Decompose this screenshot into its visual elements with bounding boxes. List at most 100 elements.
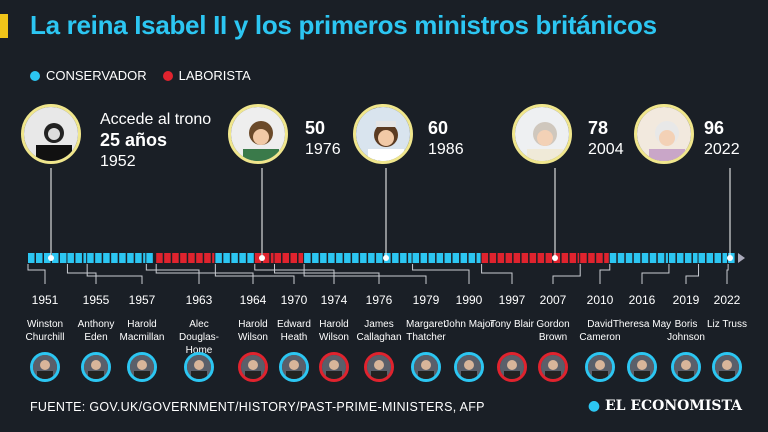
timeline-segment (312, 253, 319, 263)
pm-name: Harold Wilson (237, 319, 268, 343)
timeline-segment (420, 253, 428, 263)
pm-year: 1974 (320, 293, 348, 307)
pm-year: 2007 (539, 293, 567, 307)
timeline-segment (684, 253, 692, 263)
timeline-segment (223, 253, 230, 263)
timeline-segment (172, 253, 179, 263)
timeline-segment (641, 253, 649, 263)
pm-year: 2010 (586, 293, 614, 307)
timeline-segment (714, 253, 722, 263)
pm-name: Harold Wilson (318, 319, 349, 343)
timeline-segment (497, 253, 505, 263)
pm-year: 1964 (239, 293, 267, 307)
pm-name: Alec Douglas-Home (178, 319, 220, 356)
timeline-segment (103, 253, 110, 263)
pm-year: 1976 (365, 293, 393, 307)
pm-connector (412, 264, 470, 284)
timeline-segment (28, 253, 35, 263)
queen-portrait-1952 (21, 104, 81, 164)
publisher-mark-icon: ● (587, 398, 601, 414)
milestone-year: 2022 (704, 141, 740, 158)
timeline-segment (262, 253, 270, 263)
pm-connector (155, 264, 254, 284)
timeline-segment (52, 253, 59, 263)
timeline-segment (505, 253, 513, 263)
timeline-segment (83, 253, 87, 263)
milestone-1952: Accede al trono 25 años 1952 (100, 110, 211, 172)
accent-bar (0, 14, 8, 38)
milestone-caption: Accede al trono (100, 111, 212, 128)
timeline-segment (668, 253, 676, 263)
pm-portrait-icon (585, 352, 615, 382)
pm-name: Boris Johnson (667, 319, 705, 343)
pm-year: 1963 (185, 293, 213, 307)
timeline-segment (545, 253, 553, 263)
pm-name: Anthony Eden (77, 319, 115, 343)
timeline-segment (320, 253, 327, 263)
milestone-year: 1986 (428, 141, 464, 158)
timeline-segment (67, 253, 74, 263)
timeline-segment (604, 253, 609, 263)
timeline-segment (513, 253, 521, 263)
timeline-segment (328, 253, 335, 263)
timeline-segment (657, 253, 665, 263)
milestone-dot (727, 255, 733, 261)
milestone-2022: 96 2022 (704, 118, 740, 160)
pm-year: 2019 (672, 293, 700, 307)
milestone-year: 1952 (100, 153, 136, 170)
pm-portrait-icon (127, 352, 157, 382)
pm-connector (145, 264, 200, 284)
timeline-segment (376, 253, 383, 263)
pm-portrait-icon (454, 352, 484, 382)
milestone-2004: 78 2004 (588, 118, 624, 160)
timeline-segment (75, 253, 82, 263)
timeline-segment (290, 253, 298, 263)
pm-year: 2016 (628, 293, 656, 307)
timeline-segment (95, 253, 102, 263)
timeline-segment (649, 253, 657, 263)
queen-portrait-1976 (228, 104, 288, 164)
milestone-dot (552, 255, 558, 261)
timeline-segment (119, 253, 126, 263)
pm-name: Edward Heath (277, 319, 311, 343)
pm-portrait-icon (497, 352, 527, 382)
page-title: La reina Isabel II y los primeros minist… (30, 10, 657, 40)
legend-conservative: CONSERVADOR (46, 68, 147, 83)
pm-name: Margaret Thatcher (405, 319, 446, 343)
queen-portrait-2022 (634, 104, 694, 164)
pm-name: James Callaghan (356, 319, 402, 343)
pm-year: 1970 (280, 293, 308, 307)
timeline-segment (444, 253, 452, 263)
queen-portrait-2004 (512, 104, 572, 164)
milestone-age: 78 (588, 118, 609, 138)
timeline-segment (111, 253, 118, 263)
timeline-segment (204, 253, 211, 263)
milestone-year: 1976 (305, 141, 341, 158)
conservative-dot-icon (30, 70, 40, 81)
milestone-dot (383, 255, 389, 261)
timeline-segment (254, 253, 262, 263)
pm-name: Liz Truss (706, 319, 747, 330)
timeline-segment (143, 253, 146, 263)
timeline-segment (706, 253, 714, 263)
timeline-segment (336, 253, 343, 263)
pm-portrait-icon (238, 352, 268, 382)
timeline-segment (698, 253, 706, 263)
pm-connector (27, 264, 46, 284)
timeline-segment (476, 253, 481, 263)
pm-connector (86, 264, 143, 284)
pm-name: Gordon Brown (536, 319, 570, 343)
pm-connector (214, 264, 295, 284)
timeline (27, 168, 745, 284)
timeline-segment (146, 253, 153, 263)
milestone-dot (48, 255, 54, 261)
pm-name: Harold Macmillan (119, 319, 165, 343)
timeline-segment (247, 253, 254, 263)
pm-year: 1951 (31, 293, 59, 307)
timeline-segment (596, 253, 603, 263)
pm-connector (66, 264, 97, 284)
timeline-segment (489, 253, 497, 263)
pm-portrait-icon (627, 352, 657, 382)
pm-portrait-icon (364, 352, 394, 382)
pm-year: 1979 (412, 293, 440, 307)
